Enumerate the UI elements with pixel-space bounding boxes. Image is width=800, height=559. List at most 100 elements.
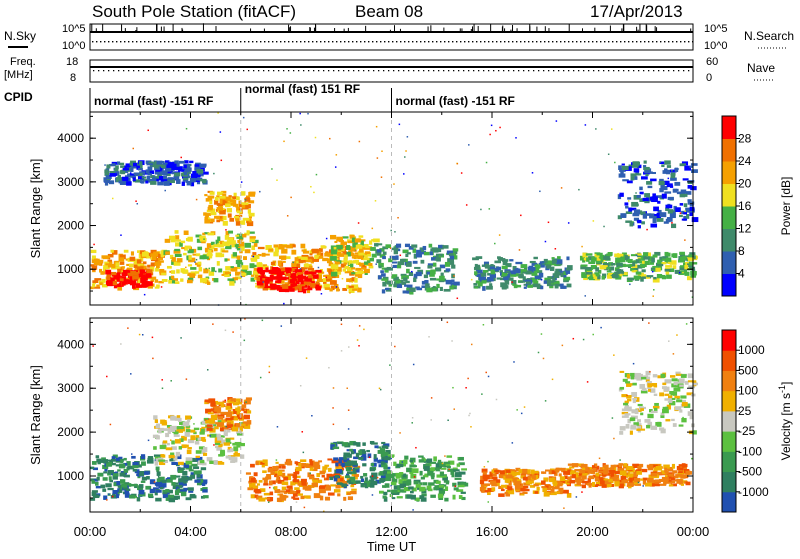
- nave-dot: [293, 70, 294, 71]
- scatter-cell: [432, 247, 438, 250]
- scatter-cell: [381, 150, 383, 152]
- scatter-cell: [287, 462, 291, 465]
- nsearch-dot: [96, 41, 97, 42]
- scatter-cell: [555, 248, 557, 250]
- scatter-cell: [598, 471, 604, 473]
- scatter-cell: [257, 483, 260, 485]
- nave-dot: [673, 70, 674, 71]
- scatter-cell: [473, 283, 477, 286]
- nsearch-dot: [532, 41, 533, 42]
- scatter-cell: [374, 454, 377, 459]
- scatter-cell: [308, 268, 314, 270]
- scatter-cell: [652, 172, 656, 174]
- scatter-cell: [183, 178, 188, 180]
- scatter-cell: [97, 477, 100, 481]
- scatter-cell: [671, 419, 675, 421]
- scatter-cell: [627, 181, 633, 184]
- scatter-cell: [341, 350, 343, 352]
- scatter-cell: [320, 485, 327, 487]
- scatter-cell: [130, 172, 132, 174]
- scatter-cell: [141, 454, 145, 459]
- scatter-cell: [263, 254, 270, 256]
- colorbar-tick-label: 20: [738, 177, 752, 191]
- scatter-cell: [117, 469, 121, 471]
- scatter-cell: [651, 426, 658, 430]
- scatter-cell: [198, 275, 203, 279]
- scatter-cell: [336, 286, 338, 288]
- scatter-cell: [399, 124, 401, 126]
- scatter-cell: [416, 288, 422, 291]
- scatter-cell: [447, 322, 449, 324]
- scatter-cell: [194, 261, 196, 263]
- scatter-cell: [187, 450, 192, 454]
- nsky-tick-right-bottom: 10^0: [704, 40, 728, 52]
- scatter-cell: [268, 468, 273, 472]
- scatter-cell: [293, 479, 299, 482]
- nsearch-dot: [276, 41, 277, 42]
- scatter-cell: [610, 472, 614, 475]
- scatter-cell: [595, 472, 599, 476]
- scatter-cell: [348, 346, 350, 348]
- scatter-cell: [561, 273, 564, 277]
- scatter-cell: [291, 496, 295, 498]
- nsearch-dot: [484, 41, 485, 42]
- scatter-cell: [262, 320, 264, 322]
- scatter-cell: [526, 481, 532, 484]
- scatter-cell: [412, 417, 414, 419]
- scatter-cell: [213, 173, 215, 175]
- scatter-cell: [644, 160, 647, 163]
- scatter-cell: [262, 470, 267, 473]
- scatter-cell: [457, 163, 459, 165]
- scatter-cell: [461, 172, 463, 174]
- scatter-cell: [375, 200, 377, 202]
- scatter-cell: [654, 403, 659, 406]
- scatter-cell: [92, 492, 97, 496]
- scatter-cell: [352, 256, 357, 258]
- scatter-cell: [675, 168, 678, 172]
- scatter-cell: [465, 387, 467, 389]
- scatter-cell: [203, 453, 207, 456]
- scatter-cell: [669, 479, 671, 481]
- scatter-cell: [120, 262, 125, 265]
- nsearch-dot: [604, 41, 605, 42]
- colorbar-tick-label: 16: [738, 199, 752, 213]
- scatter-cell: [561, 187, 563, 189]
- scatter-cell: [136, 284, 142, 287]
- nsearch-dot: [188, 41, 189, 42]
- scatter-cell: [457, 298, 459, 300]
- scatter-cell: [195, 271, 199, 274]
- scatter-cell: [430, 419, 432, 421]
- scatter-cell: [336, 237, 343, 242]
- scatter-cell: [641, 377, 646, 380]
- scatter-cell: [440, 469, 442, 471]
- nsearch-dot: [376, 41, 377, 42]
- scatter-cell: [184, 171, 187, 175]
- scatter-cell: [92, 280, 98, 283]
- scatter-cell: [271, 262, 275, 265]
- scatter-cell: [481, 484, 484, 488]
- scatter-cell: [443, 246, 447, 248]
- scatter-cell: [607, 267, 611, 270]
- scatter-cell: [223, 442, 230, 445]
- scatter-cell: [428, 336, 430, 338]
- scatter-cell: [399, 432, 401, 434]
- freq-trace: [90, 67, 693, 71]
- scatter-cell: [679, 378, 685, 383]
- scatter-cell: [130, 257, 136, 261]
- nave-dot: [578, 70, 579, 71]
- scatter-cell: [273, 244, 278, 247]
- nave-label: Nave: [747, 61, 775, 75]
- scatter-cell: [104, 469, 107, 471]
- scatter-cell: [93, 244, 95, 246]
- colorbar-tick-label: 24: [738, 154, 752, 168]
- scatter-cell: [634, 209, 640, 214]
- scatter-cell: [392, 248, 395, 250]
- scatter-cell: [176, 179, 181, 184]
- nsearch-dot: [548, 41, 549, 42]
- scatter-cell: [372, 494, 374, 496]
- scatter-cell: [196, 450, 202, 454]
- scatter-cell: [112, 163, 116, 166]
- scatter-cell: [248, 192, 255, 197]
- scatter-cell: [253, 486, 258, 488]
- scatter-cell: [217, 261, 220, 266]
